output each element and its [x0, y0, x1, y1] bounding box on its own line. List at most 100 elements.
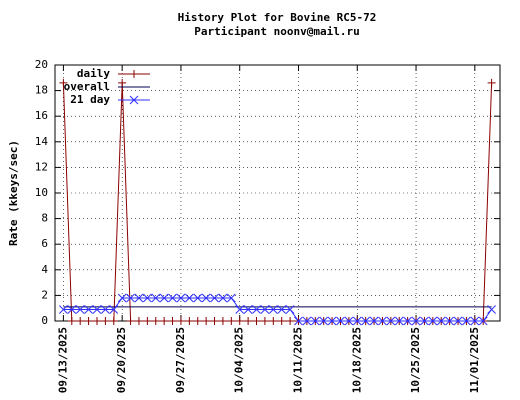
- data-point: [453, 316, 463, 326]
- data-point: [151, 293, 161, 303]
- data-point: [235, 305, 245, 314]
- data-point: [470, 316, 480, 326]
- data-point: [126, 293, 135, 303]
- data-point: [92, 317, 101, 325]
- data-point: [235, 317, 244, 325]
- legend-label: overall: [64, 80, 110, 93]
- data-point: [294, 316, 303, 326]
- data-point: [319, 316, 329, 326]
- data-point: [327, 316, 337, 326]
- data-point: [101, 305, 110, 314]
- y-tick-label: 6: [41, 237, 48, 250]
- y-tick-label: 4: [41, 263, 48, 276]
- data-point: [411, 316, 421, 326]
- data-point: [117, 293, 127, 303]
- x-tick-label: 09/20/2025: [115, 327, 128, 393]
- data-point: [226, 293, 236, 303]
- y-axis-label: Rate (kkeys/sec): [7, 140, 20, 246]
- data-point: [269, 317, 278, 325]
- y-tick-label: 14: [35, 135, 49, 148]
- y-tick-label: 20: [35, 58, 48, 71]
- chart-subtitle: Participant noonv@mail.ru: [194, 25, 360, 38]
- data-point: [176, 317, 185, 325]
- legend-label: daily: [77, 67, 110, 80]
- data-point: [244, 317, 253, 325]
- y-tick-label: 0: [41, 314, 48, 327]
- x-tick-label: 10/25/2025: [409, 327, 422, 393]
- data-point: [336, 316, 345, 326]
- data-point: [92, 305, 102, 314]
- data-point: [286, 317, 295, 325]
- data-point: [478, 316, 488, 326]
- legend-label: 21 day: [70, 93, 110, 106]
- data-point: [277, 317, 286, 325]
- data-point: [151, 317, 160, 325]
- data-point: [67, 317, 76, 325]
- y-tick-label: 16: [35, 109, 48, 122]
- data-point: [277, 305, 287, 314]
- chart-title: History Plot for Bovine RC5-72: [178, 11, 377, 24]
- data-point: [227, 317, 236, 325]
- legend-marker: [130, 70, 138, 78]
- data-point: [168, 293, 177, 303]
- y-tick-label: 10: [35, 186, 48, 199]
- data-point: [201, 293, 211, 303]
- x-tick-label: 10/11/2025: [291, 327, 304, 393]
- data-point: [84, 305, 93, 314]
- data-point: [193, 293, 203, 303]
- data-point: [168, 317, 177, 325]
- data-point: [59, 305, 68, 314]
- x-tick-label: 10/18/2025: [350, 327, 363, 393]
- series-line: [63, 297, 493, 322]
- data-point: [361, 316, 371, 326]
- data-point: [143, 317, 152, 325]
- y-tick-label: 2: [41, 288, 48, 301]
- data-point: [428, 316, 438, 326]
- data-point: [134, 293, 144, 303]
- legend-marker: [129, 95, 139, 105]
- data-point: [252, 305, 261, 314]
- data-point: [378, 316, 387, 326]
- y-tick-label: 12: [35, 160, 48, 173]
- data-point: [369, 316, 379, 326]
- data-point: [84, 317, 93, 325]
- x-tick-label: 11/01/2025: [468, 327, 481, 393]
- data-point: [487, 305, 496, 314]
- data-point: [134, 317, 143, 325]
- data-point: [143, 293, 152, 303]
- data-point: [118, 78, 127, 87]
- data-point: [260, 305, 270, 314]
- data-point: [420, 316, 429, 326]
- data-point: [386, 316, 396, 326]
- data-point: [218, 293, 228, 303]
- data-point: [210, 293, 219, 303]
- data-point: [436, 316, 446, 326]
- data-point: [176, 293, 186, 303]
- data-point: [210, 317, 219, 325]
- x-tick-label: 09/13/2025: [56, 327, 69, 393]
- data-point: [243, 305, 253, 314]
- data-point: [160, 317, 169, 325]
- data-point: [193, 317, 202, 325]
- data-point: [185, 317, 194, 325]
- data-point: [310, 316, 320, 326]
- data-point: [76, 317, 85, 325]
- data-point: [352, 316, 362, 326]
- x-tick-label: 10/04/2025: [233, 327, 246, 393]
- data-point: [394, 316, 404, 326]
- data-point: [202, 317, 211, 325]
- data-point: [302, 316, 312, 326]
- data-point: [126, 317, 135, 325]
- y-tick-label: 8: [41, 212, 48, 225]
- data-point: [75, 305, 85, 314]
- data-point: [252, 317, 261, 325]
- series-line: [62, 82, 493, 322]
- data-point: [285, 305, 295, 314]
- data-point: [109, 305, 119, 314]
- data-point: [67, 305, 77, 314]
- data-point: [59, 78, 68, 87]
- data-point: [445, 316, 454, 326]
- data-point: [260, 317, 269, 325]
- data-point: [403, 316, 412, 326]
